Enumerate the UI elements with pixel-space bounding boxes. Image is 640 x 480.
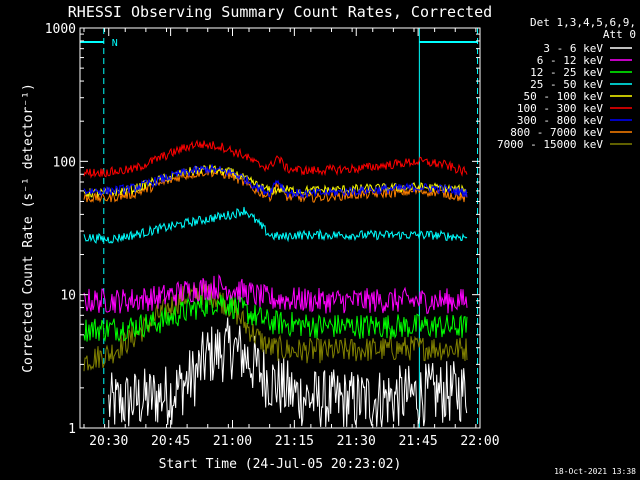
legend-entry-label: 50 - 100 keV [524, 90, 604, 103]
series-line [83, 167, 468, 203]
x-axis-label: Start Time (24-Jul-05 20:23:02) [159, 457, 402, 472]
x-tick-label: 20:30 [89, 434, 128, 449]
legend-entry-label: 3 - 6 keV [543, 42, 603, 55]
legend-header-line: Det 1,3,4,5,6,9, [530, 16, 636, 29]
legend-entry-label: 12 - 25 keV [530, 66, 603, 79]
y-tick-label: 100 [53, 155, 76, 170]
series-layer [83, 139, 468, 427]
chart-title: RHESSI Observing Summary Count Rates, Co… [68, 3, 492, 21]
legend-entry-label: 100 - 300 keV [517, 102, 603, 115]
legend-entry-label: 7000 - 15000 keV [497, 138, 603, 151]
y-tick-label: 10 [60, 289, 76, 304]
legend-entry-label: 25 - 50 keV [530, 78, 603, 91]
legend-entry-label: 800 - 7000 keV [510, 126, 603, 139]
timestamp: 18-Oct-2021 13:38 [554, 467, 636, 476]
series-line [83, 206, 468, 244]
axis-layer: 20:30 20:45 21:00 21:15 21:30 21:45 22:00 1 10 10… [45, 22, 500, 449]
series-line [83, 281, 468, 372]
y-tick-label: 1 [68, 422, 76, 437]
x-tick-label: 21:45 [399, 434, 438, 449]
legend-entry-label: 6 - 12 keV [537, 54, 604, 67]
series-line [83, 139, 468, 179]
series-line [108, 317, 468, 427]
x-tick-label: 21:00 [213, 434, 252, 449]
x-tick-label: 20:45 [151, 434, 190, 449]
legend-entry-label: 300 - 800 keV [517, 114, 603, 127]
y-axis-label: Corrected Count Rate (s⁻¹ detector⁻¹) [21, 83, 36, 373]
series-line [83, 273, 468, 315]
x-tick-label: 21:15 [275, 434, 314, 449]
series-line [83, 163, 468, 200]
series-line [83, 292, 468, 343]
y-tick-label: 1000 [45, 22, 76, 37]
x-tick-label: 21:30 [337, 434, 376, 449]
night-marker-label: N [112, 38, 118, 49]
plot-frame [79, 27, 481, 429]
legend-header-line: Att 0 [603, 28, 636, 41]
x-tick-label: 22:00 [460, 434, 499, 449]
